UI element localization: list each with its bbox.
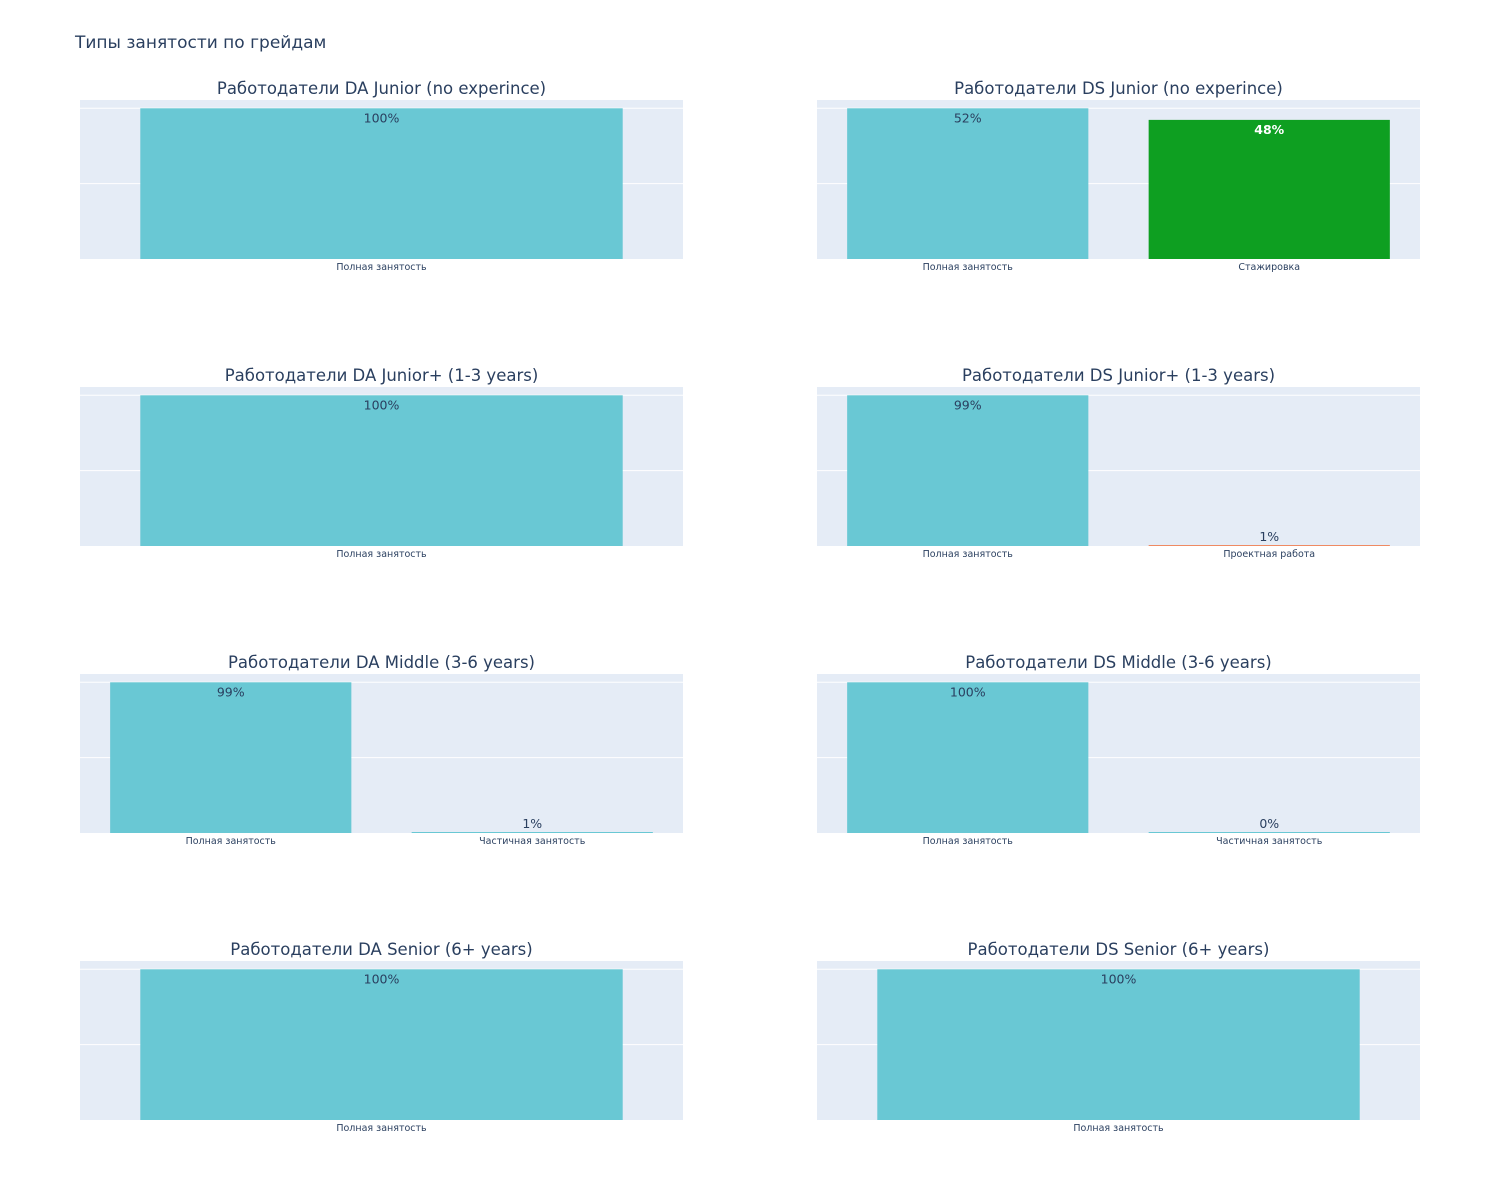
data-label: 52% bbox=[954, 110, 982, 125]
bar bbox=[847, 395, 1089, 546]
x-tick-label: Частичная занятость bbox=[1216, 836, 1323, 847]
subplot-title: Работодатели DA Junior (no experince) bbox=[217, 79, 546, 98]
data-label: 1% bbox=[522, 816, 542, 831]
x-tick-label: Полная занятость bbox=[1073, 1123, 1164, 1134]
bar bbox=[110, 682, 352, 833]
data-label: 1% bbox=[1259, 529, 1279, 544]
subplot-3: Работодатели DA Junior+ (1-3 years) Полна… bbox=[80, 366, 683, 560]
x-tick-label: Проектная работа bbox=[1223, 549, 1315, 560]
x-tick-label: Полная занятость bbox=[336, 262, 427, 273]
x-tick-label: Полная занятость bbox=[923, 262, 1014, 273]
subplot-title: Работодатели DS Junior+ (1-3 years) bbox=[962, 366, 1275, 385]
x-tick-label: Полная занятость bbox=[923, 549, 1014, 560]
data-label: 100% bbox=[364, 971, 400, 986]
data-label: 100% bbox=[364, 110, 400, 125]
bar bbox=[847, 108, 1089, 260]
x-tick-label: Полная занятость bbox=[336, 549, 427, 560]
bar bbox=[1148, 119, 1390, 259]
x-tick-label: Полная занятость bbox=[336, 1123, 427, 1134]
bar bbox=[140, 108, 623, 260]
x-tick-label: Полная занятость bbox=[923, 836, 1014, 847]
page-title: Типы занятости по грейдам bbox=[75, 33, 327, 53]
bar bbox=[411, 832, 653, 833]
data-label: 99% bbox=[954, 397, 982, 412]
bar bbox=[140, 969, 623, 1120]
bar bbox=[877, 969, 1360, 1120]
subplot-7: Работодатели DA Senior (6+ years) Полная … bbox=[80, 940, 683, 1134]
x-tick-label: Стажировка bbox=[1238, 262, 1300, 273]
subplot-4: Работодатели DS Junior+ (1-3 years) Полна… bbox=[817, 366, 1420, 560]
subplot-title: Работодатели DA Senior (6+ years) bbox=[230, 940, 532, 959]
subplot-title: Работодатели DA Junior+ (1-3 years) bbox=[225, 366, 539, 385]
subplot-title: Работодатели DS Junior (no experince) bbox=[954, 79, 1283, 98]
bar bbox=[847, 682, 1089, 833]
subplot-6: Работодатели DS Middle (3-6 years) Полная… bbox=[817, 653, 1420, 847]
x-tick-label: Полная занятость bbox=[186, 836, 277, 847]
x-tick-label: Частичная занятость bbox=[479, 836, 586, 847]
subplot-title: Работодатели DA Middle (3-6 years) bbox=[228, 653, 535, 672]
data-label: 48% bbox=[1254, 122, 1284, 137]
bar bbox=[1148, 832, 1390, 833]
bar bbox=[1148, 545, 1390, 546]
data-label: 100% bbox=[950, 684, 986, 699]
data-label: 100% bbox=[1101, 971, 1137, 986]
data-label: 100% bbox=[364, 397, 400, 412]
subplot-title: Работодатели DS Middle (3-6 years) bbox=[965, 653, 1271, 672]
subplot-title: Работодатели DS Senior (6+ years) bbox=[968, 940, 1270, 959]
data-label: 0% bbox=[1259, 816, 1279, 831]
bar bbox=[140, 395, 623, 546]
subplot-2: Работодатели DS Junior (no experince) Пол… bbox=[817, 79, 1420, 273]
subplot-1: Работодатели DA Junior (no experince) Пол… bbox=[80, 79, 683, 273]
subplot-5: Работодатели DA Middle (3-6 years) Полная… bbox=[80, 653, 683, 847]
subplot-8: Работодатели DS Senior (6+ years) Полная … bbox=[817, 940, 1420, 1134]
data-label: 99% bbox=[217, 684, 245, 699]
